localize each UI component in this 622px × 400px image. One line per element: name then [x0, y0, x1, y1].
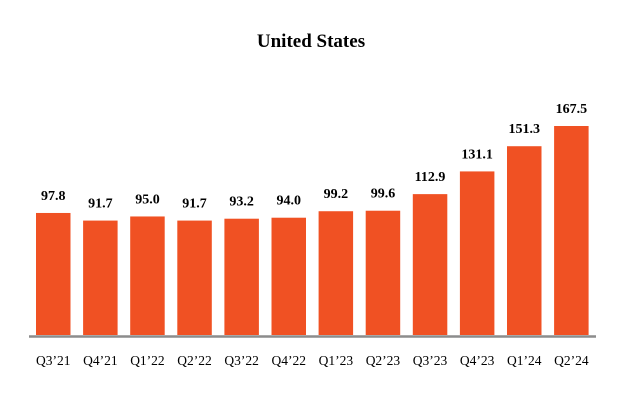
- x-tick-label: Q4’23: [460, 353, 495, 368]
- data-label: 99.6: [371, 187, 396, 202]
- data-label: 97.8: [41, 189, 66, 204]
- bar: [318, 211, 354, 335]
- bar: [130, 216, 165, 335]
- x-tick-label: Q3’21: [36, 353, 71, 368]
- x-tick-label: Q4’21: [83, 353, 118, 368]
- chart-title: United States: [257, 31, 365, 52]
- x-tick-label: Q2’24: [554, 353, 589, 368]
- bar: [365, 210, 401, 335]
- bar: [83, 220, 118, 335]
- x-tick-label: Q2’22: [177, 353, 212, 368]
- bar: [36, 212, 71, 335]
- x-tick-label: Q2’23: [366, 353, 401, 368]
- x-tick-label: Q1’23: [319, 353, 354, 368]
- data-label: 112.9: [415, 170, 446, 185]
- x-tick-label: Q3’22: [224, 353, 259, 368]
- bar: [412, 194, 448, 335]
- x-tick-label: Q1’22: [130, 353, 165, 368]
- bar: [554, 126, 589, 335]
- data-label: 93.2: [229, 195, 254, 210]
- bar: [459, 171, 495, 335]
- bar: [507, 146, 542, 335]
- bar: [271, 217, 306, 335]
- data-label: 91.7: [182, 197, 207, 212]
- data-label: 91.7: [88, 197, 113, 212]
- data-label: 94.0: [277, 194, 302, 209]
- data-label: 99.2: [324, 187, 349, 202]
- bar: [177, 220, 212, 335]
- data-label: 95.0: [135, 192, 160, 207]
- x-tick-label: Q3’23: [413, 353, 448, 368]
- x-tick-label: Q1’24: [507, 353, 542, 368]
- x-tick-label: Q4’22: [272, 353, 307, 368]
- data-label: 151.3: [509, 122, 541, 137]
- bar: [224, 218, 259, 335]
- data-label: 131.1: [461, 147, 493, 162]
- data-label: 167.5: [556, 102, 588, 117]
